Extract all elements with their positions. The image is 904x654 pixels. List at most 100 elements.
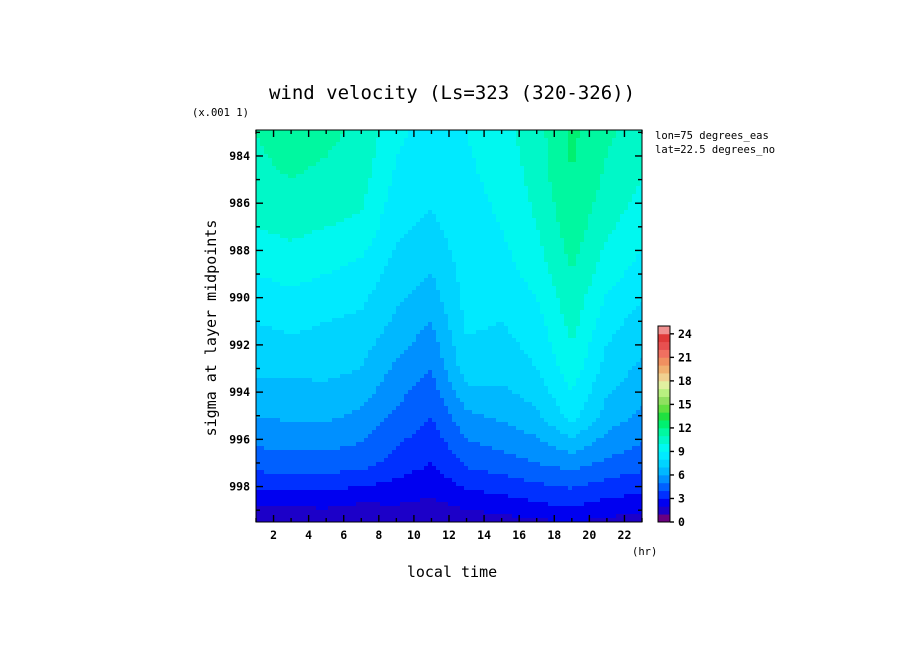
heatmap-cell bbox=[480, 250, 485, 255]
heatmap-cell bbox=[444, 210, 449, 215]
heatmap-cell bbox=[388, 138, 393, 143]
heatmap-cell bbox=[476, 198, 481, 203]
heatmap-cell bbox=[492, 186, 497, 191]
heatmap-cell bbox=[408, 258, 413, 263]
heatmap-cell bbox=[304, 234, 309, 239]
heatmap-cell bbox=[444, 178, 449, 183]
heatmap-cell bbox=[496, 238, 501, 243]
heatmap-cell bbox=[368, 206, 373, 211]
heatmap-cell bbox=[472, 190, 477, 195]
heatmap-cell bbox=[484, 278, 489, 283]
heatmap-cell bbox=[552, 234, 557, 239]
heatmap-cell bbox=[440, 174, 445, 179]
heatmap-cell bbox=[632, 258, 637, 263]
heatmap-cell bbox=[424, 230, 429, 235]
heatmap-cell bbox=[440, 190, 445, 195]
heatmap-cell bbox=[256, 306, 261, 311]
heatmap-cell bbox=[428, 162, 433, 167]
heatmap-cell bbox=[504, 246, 509, 251]
heatmap-cell bbox=[604, 234, 609, 239]
heatmap-cell bbox=[508, 226, 513, 231]
heatmap-cell bbox=[352, 134, 357, 139]
heatmap-cell bbox=[384, 254, 389, 259]
heatmap-cell bbox=[612, 278, 617, 283]
heatmap-cell bbox=[364, 282, 369, 287]
heatmap-cell bbox=[408, 310, 413, 315]
heatmap-cell bbox=[420, 222, 425, 227]
heatmap-cell bbox=[616, 202, 621, 207]
heatmap-cell bbox=[468, 158, 473, 163]
heatmap-cell bbox=[428, 214, 433, 219]
heatmap-cell bbox=[344, 202, 349, 207]
heatmap-cell bbox=[508, 178, 513, 183]
heatmap-cell bbox=[268, 290, 273, 295]
heatmap-cell bbox=[536, 138, 541, 143]
heatmap-cell bbox=[532, 150, 537, 155]
heatmap-cell bbox=[340, 322, 345, 327]
heatmap-cell bbox=[376, 190, 381, 195]
heatmap-cell bbox=[548, 318, 553, 323]
heatmap-cell bbox=[408, 306, 413, 311]
heatmap-cell bbox=[424, 146, 429, 151]
heatmap-cell bbox=[440, 286, 445, 291]
heatmap-cell bbox=[376, 274, 381, 279]
heatmap-cell bbox=[512, 142, 517, 147]
heatmap-cell bbox=[448, 266, 453, 271]
heatmap-cell bbox=[576, 170, 581, 175]
heatmap-cell bbox=[268, 158, 273, 163]
heatmap-cell bbox=[424, 226, 429, 231]
heatmap-cell bbox=[324, 262, 329, 267]
heatmap-cell bbox=[596, 146, 601, 151]
heatmap-cell bbox=[256, 242, 261, 247]
heatmap-cell bbox=[360, 222, 365, 227]
heatmap-cell bbox=[312, 298, 317, 303]
heatmap-cell bbox=[344, 250, 349, 255]
heatmap-cell bbox=[540, 234, 545, 239]
heatmap-cell bbox=[380, 310, 385, 315]
heatmap-cell bbox=[636, 246, 641, 251]
heatmap-cell bbox=[472, 262, 477, 267]
heatmap-cell bbox=[480, 230, 485, 235]
heatmap-cell bbox=[484, 226, 489, 231]
heatmap-cell bbox=[488, 222, 493, 227]
heatmap-cell bbox=[496, 162, 501, 167]
heatmap-cell bbox=[416, 262, 421, 267]
heatmap-cell bbox=[296, 174, 301, 179]
heatmap-cell bbox=[372, 250, 377, 255]
heatmap-cell bbox=[560, 170, 565, 175]
heatmap-cell bbox=[372, 230, 377, 235]
heatmap-cell bbox=[488, 306, 493, 311]
heatmap-cell bbox=[552, 166, 557, 171]
heatmap-cell bbox=[520, 310, 525, 315]
heatmap-cell bbox=[420, 182, 425, 187]
heatmap-cell bbox=[628, 302, 633, 307]
heatmap-cell bbox=[408, 174, 413, 179]
heatmap-cell bbox=[424, 282, 429, 287]
heatmap-cell bbox=[532, 218, 537, 223]
heatmap-cell bbox=[256, 178, 261, 183]
heatmap-cell bbox=[612, 130, 617, 135]
heatmap-cell bbox=[344, 306, 349, 311]
heatmap-cell bbox=[352, 230, 357, 235]
heatmap-cell bbox=[548, 234, 553, 239]
heatmap-cell bbox=[432, 318, 437, 323]
heatmap-cell bbox=[512, 278, 517, 283]
heatmap-cell bbox=[528, 226, 533, 231]
heatmap-cell bbox=[380, 282, 385, 287]
heatmap-cell bbox=[380, 238, 385, 243]
heatmap-cell bbox=[380, 206, 385, 211]
heatmap-cell bbox=[256, 206, 261, 211]
heatmap-cell bbox=[628, 234, 633, 239]
heatmap-cell bbox=[444, 226, 449, 231]
heatmap-cell bbox=[616, 214, 621, 219]
heatmap-cell bbox=[304, 166, 309, 171]
heatmap-cell bbox=[360, 290, 365, 295]
heatmap-cell bbox=[636, 330, 641, 335]
heatmap-cell bbox=[436, 138, 441, 143]
heatmap-cell bbox=[568, 214, 573, 219]
heatmap-cell bbox=[288, 334, 293, 339]
heatmap-cell bbox=[388, 226, 393, 231]
heatmap-cell bbox=[360, 190, 365, 195]
heatmap-cell bbox=[336, 138, 341, 143]
heatmap-cell bbox=[504, 222, 509, 227]
